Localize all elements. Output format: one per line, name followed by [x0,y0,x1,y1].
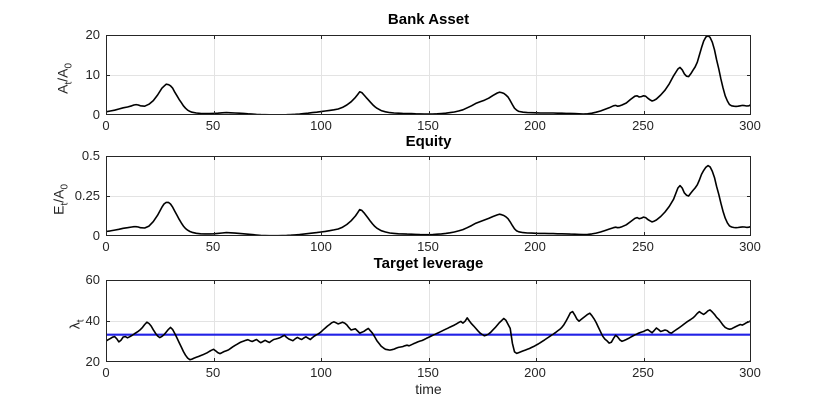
panel2-xtick-100: 100 [310,239,332,254]
panel1-xtick-50: 50 [205,118,221,133]
panel1-xtick-150: 150 [417,118,439,133]
panel2-plot-area [106,156,751,236]
panel2-title: Equity [405,133,452,150]
panel1-xtick-300: 300 [739,118,761,133]
panel3-xtick-300: 300 [739,365,761,380]
panel3-xtick-150: 150 [417,365,439,380]
panel2-xtick-250: 250 [632,239,654,254]
x-axis-label: time [415,381,442,397]
panel2-ylabel-base1: E [50,205,67,215]
panel2-ytick-025: 0.25 [74,188,100,203]
panel3-xtick-250: 250 [632,365,654,380]
panel2-xtick-0: 0 [102,239,110,254]
panel2-ytick-05: 0.5 [81,148,100,163]
panel1-title: Bank Asset [387,11,470,28]
panel3-plot-area [106,280,751,362]
panel1-ylabel-sub2: 0 [63,62,75,69]
panel2-y-axis-label: Et/A0 [50,134,75,264]
panel2-xtick-50: 50 [205,239,221,254]
panel1-ylabel-base2: /A [54,68,71,82]
panel1-ytick-10: 10 [85,67,100,82]
panel3-ylabel-base1: λ [66,322,83,330]
panel3-ytick-40: 40 [85,313,100,328]
panel1-xtick-200: 200 [524,118,546,133]
panel1-plot-area [106,35,751,115]
panel3-xtick-100: 100 [310,365,332,380]
panel3-ytick-20: 20 [85,354,100,369]
panel3-ylabel-sub1: t [75,319,87,323]
panel3-xtick-50: 50 [205,365,221,380]
panel2-ylabel-sub2: 0 [59,183,71,190]
panel2-xtick-150: 150 [417,239,439,254]
panel3-xtick-0: 0 [102,365,110,380]
panel2-ylabel-base2: /A [50,189,67,203]
panel3-title: Target leverage [373,255,484,272]
panel2-xtick-300: 300 [739,239,761,254]
panel3-xtick-200: 200 [524,365,546,380]
panel1-xtick-100: 100 [310,118,332,133]
panel2-xtick-200: 200 [524,239,546,254]
panel1-xtick-0: 0 [102,118,110,133]
panel1-ylabel-sub1: t [63,81,75,85]
panel1-ytick-0: 0 [92,107,100,122]
panel1-y-axis-label: At/A0 [54,13,79,143]
panel2-ylabel-sub1: t [59,202,71,206]
panel3-ytick-60: 60 [85,272,100,287]
panel1-ytick-20: 20 [85,27,100,42]
panel2-ytick-0: 0 [92,228,100,243]
panel1-ylabel-base1: A [54,84,71,94]
panel1-xtick-250: 250 [632,118,654,133]
